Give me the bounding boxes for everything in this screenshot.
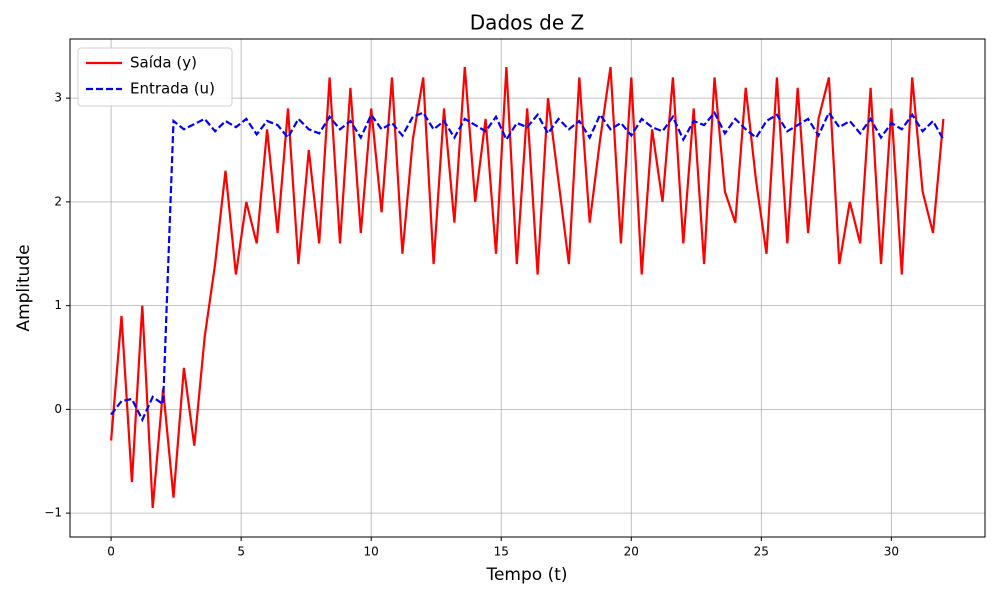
legend-label: Saída (y): [130, 54, 197, 72]
x-tick-label: 0: [107, 545, 115, 559]
x-axis-label: Tempo (t): [485, 565, 567, 585]
y-tick-label: 1: [54, 298, 62, 312]
y-axis-label: Amplitude: [14, 244, 34, 331]
x-tick-label: 30: [884, 545, 899, 559]
x-tick-label: 15: [494, 545, 509, 559]
series-line: [110, 66, 945, 508]
chart-title: Dados de Z: [470, 11, 584, 35]
legend-label: Entrada (u): [130, 80, 215, 98]
x-tick-label: 10: [364, 545, 379, 559]
x-tick-label: 5: [237, 545, 245, 559]
y-tick-label: 2: [54, 194, 62, 208]
x-tick-label: 20: [624, 545, 639, 559]
x-tick-label: 25: [754, 545, 769, 559]
series-line: [110, 110, 945, 423]
y-tick-label: −1: [44, 506, 62, 520]
plot-frame: [69, 38, 986, 538]
y-tick-label: 0: [54, 402, 62, 416]
y-tick-label: 3: [54, 91, 62, 105]
